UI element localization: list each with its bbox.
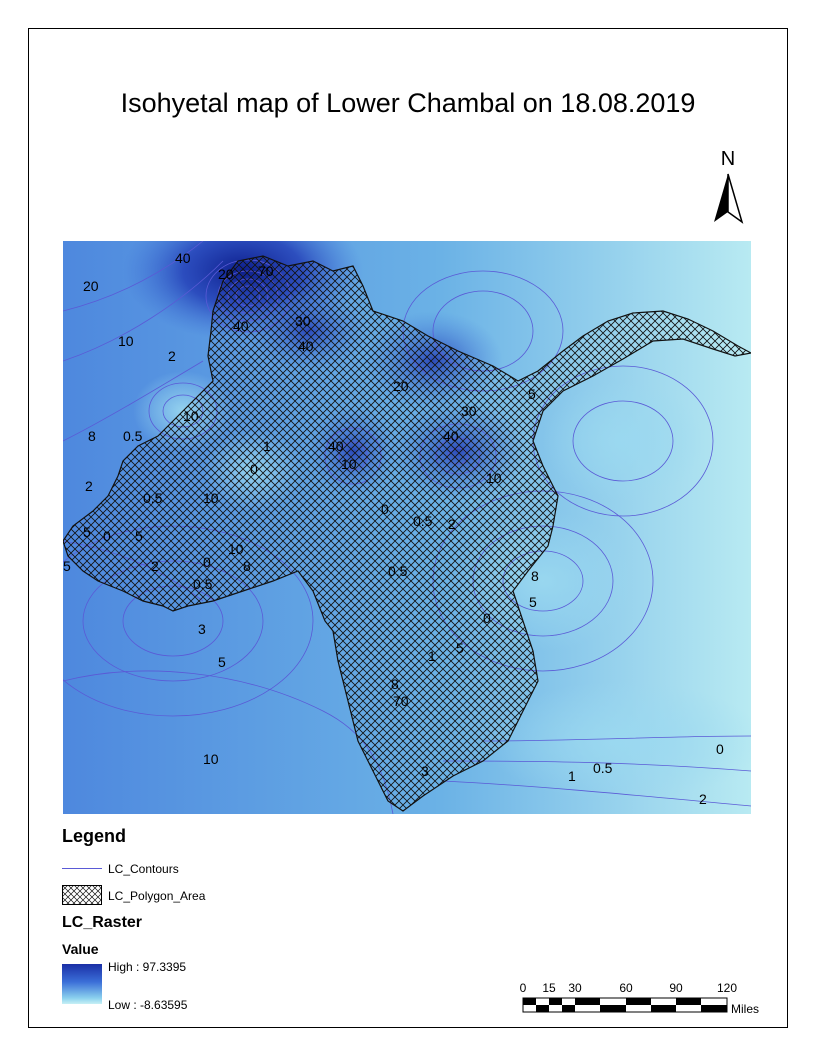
contour-label: 10 bbox=[486, 470, 502, 486]
contour-label: 8 bbox=[531, 568, 539, 584]
scale-tick-label: 60 bbox=[619, 981, 633, 995]
contour-label: 5 bbox=[529, 594, 537, 610]
scale-unit-label: Miles bbox=[731, 1002, 759, 1016]
contour-label: 10 bbox=[118, 333, 134, 349]
north-letter: N bbox=[720, 148, 736, 170]
contour-label: 10 bbox=[203, 490, 219, 506]
color-ramp bbox=[62, 964, 102, 1004]
map-canvas: 40 20 10 2 8 0.5 2 0 5 5 10 20 40 70 40 … bbox=[32, 201, 763, 815]
contour-label: 40 bbox=[328, 438, 344, 454]
map-title: Isohyetal map of Lower Chambal on 18.08.… bbox=[120, 88, 696, 118]
contour-label: 20 bbox=[83, 278, 99, 294]
raster-value-title: Value bbox=[62, 941, 99, 957]
contour-label: 8 bbox=[243, 558, 251, 574]
contour-label: 30 bbox=[295, 313, 311, 329]
contour-label: 8 bbox=[88, 428, 96, 444]
map-layout-frame bbox=[28, 28, 788, 1028]
contour-label: 5 bbox=[456, 640, 464, 656]
contour-label: 0.5 bbox=[593, 760, 613, 776]
scale-tick-label: 15 bbox=[542, 981, 556, 995]
contour-label: 1 bbox=[428, 648, 436, 664]
contour-label: 0 bbox=[483, 610, 491, 626]
contour-label: 1 bbox=[263, 438, 271, 454]
contour-label: 2 bbox=[699, 791, 707, 807]
contour-label: 2 bbox=[448, 516, 456, 532]
contour-label: 20 bbox=[393, 378, 409, 394]
contour-label: 3 bbox=[198, 621, 206, 637]
contour-label: 40 bbox=[233, 318, 249, 334]
contour-label: 20 bbox=[218, 266, 234, 282]
contour-label: 3 bbox=[421, 763, 429, 779]
ramp-high-label: High : 97.3395 bbox=[108, 960, 187, 974]
map-panel[interactable]: 40 20 10 2 8 0.5 2 0 5 5 10 20 40 70 40 … bbox=[32, 201, 763, 815]
polygon-area[interactable] bbox=[62, 255, 753, 812]
contour-label: 10 bbox=[183, 408, 199, 424]
legend-title: Legend bbox=[62, 826, 127, 846]
contour-label: 2 bbox=[151, 558, 159, 574]
polygon-legend-label: LC_Polygon_Area bbox=[108, 889, 206, 903]
contour-label: 5 bbox=[528, 386, 536, 402]
contour-label: 70 bbox=[258, 263, 274, 279]
contour-label: 0 bbox=[381, 501, 389, 517]
contour-label: 10 bbox=[341, 456, 357, 472]
contour-label: 2 bbox=[85, 478, 93, 494]
north-arrow-icon bbox=[714, 173, 744, 224]
raster-legend-title: LC_Raster bbox=[62, 914, 143, 931]
contour-label: 8 bbox=[391, 676, 399, 692]
contour-label: 40 bbox=[443, 428, 459, 444]
contour-label: 5 bbox=[83, 524, 91, 540]
scale-tick-label: 90 bbox=[669, 981, 683, 995]
scale-bar-segments bbox=[522, 997, 728, 1013]
contour-label: 0.5 bbox=[193, 576, 213, 592]
contour-label: 0.5 bbox=[388, 563, 408, 579]
contour-label: 10 bbox=[228, 541, 244, 557]
contour-line-swatch bbox=[62, 868, 102, 869]
ramp-low-label: Low : -8.63595 bbox=[108, 998, 188, 1012]
scale-tick-label: 0 bbox=[520, 981, 527, 995]
contour-label: 5 bbox=[218, 654, 226, 670]
contour-label: 0.5 bbox=[123, 428, 143, 444]
contour-label: 40 bbox=[298, 338, 314, 354]
contour-label: 2 bbox=[168, 348, 176, 364]
contour-label: 5 bbox=[63, 558, 71, 574]
contour-label: 0 bbox=[716, 741, 724, 757]
polygon-hatch-swatch bbox=[62, 885, 102, 905]
contour-label: 5 bbox=[135, 528, 143, 544]
contour-label: 30 bbox=[461, 403, 477, 419]
contour-label: 0.5 bbox=[413, 513, 433, 529]
contour-label: 0 bbox=[103, 528, 111, 544]
scale-bar: 0 15 30 60 90 120 Miles bbox=[520, 981, 759, 1016]
contour-label: 1 bbox=[568, 768, 576, 784]
contour-label: 10 bbox=[203, 751, 219, 767]
contour-label: 0 bbox=[203, 554, 211, 570]
contours-legend-label: LC_Contours bbox=[108, 862, 179, 876]
contour-label: 0.5 bbox=[143, 490, 163, 506]
contour-label: 40 bbox=[175, 250, 191, 266]
contour-label: 70 bbox=[393, 693, 409, 709]
north-arrow: N bbox=[708, 148, 748, 228]
scale-tick-label: 30 bbox=[568, 981, 582, 995]
scale-tick-label: 120 bbox=[717, 981, 737, 995]
contour-label: 0 bbox=[250, 461, 258, 477]
